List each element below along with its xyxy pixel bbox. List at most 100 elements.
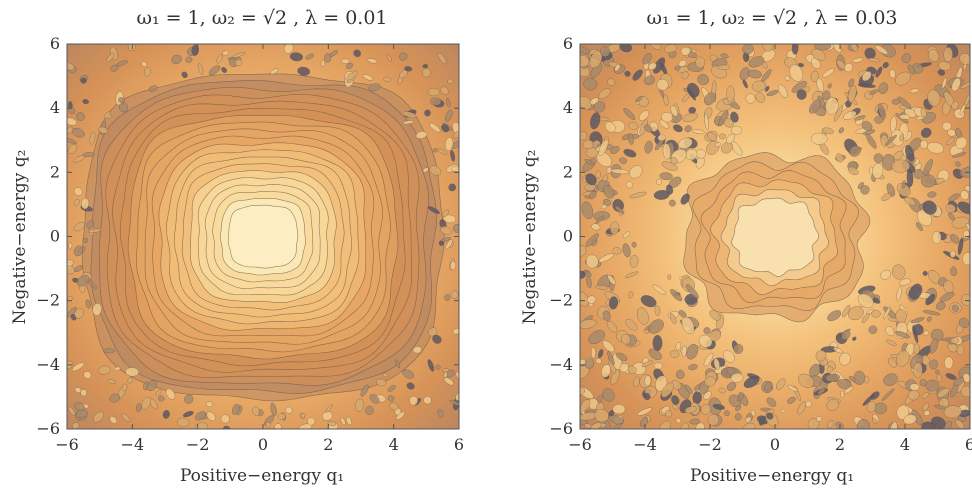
chaotic-contour-blob [649, 44, 662, 50]
chaotic-contour-blob [891, 159, 910, 173]
chaotic-contour-blob [873, 153, 884, 164]
chaotic-contour-blob [669, 350, 680, 358]
x-axis-label-left: Positive−energy q₁ [180, 466, 344, 486]
chaotic-contour-blob [595, 285, 609, 290]
chaotic-contour-blob [644, 375, 652, 386]
chaotic-contour-blob [923, 159, 933, 176]
x-tick-label: −6 [55, 435, 79, 454]
x-tick-label: −4 [121, 435, 145, 454]
chaotic-contour-blob [692, 129, 705, 135]
chaotic-contour-blob [955, 161, 961, 167]
chaotic-contour-blob [951, 100, 959, 110]
chaotic-contour-blob [730, 111, 739, 123]
chaotic-contour-blob [320, 60, 325, 67]
chaotic-contour-blob [427, 206, 440, 214]
chaotic-contour-blob [909, 88, 919, 94]
chaotic-contour-blob [675, 369, 685, 380]
chaotic-contour-blob [76, 112, 85, 121]
chaotic-contour-blob [680, 46, 691, 56]
chaotic-contour-blob [943, 405, 962, 419]
chaotic-contour-blob [633, 376, 640, 387]
chaotic-contour-blob [675, 417, 682, 424]
y-tick-label: 0 [563, 227, 573, 246]
chaotic-contour-blob [231, 403, 240, 415]
chaotic-contour-blob [929, 338, 939, 354]
chaotic-contour-blob [927, 89, 941, 107]
chaotic-contour-blob [704, 113, 709, 131]
chaotic-contour-blob [422, 64, 429, 69]
chaotic-contour-blob [883, 373, 898, 386]
chaotic-contour-blob [619, 157, 628, 164]
y-axis-label-right: Negative−energy q₂ [520, 150, 540, 325]
chaotic-contour-blob [612, 247, 622, 255]
y-axis-label-left: Negative−energy q₂ [10, 150, 30, 325]
chaotic-contour-blob [447, 78, 454, 85]
chaotic-contour-blob [687, 82, 700, 98]
chaotic-contour-blob [923, 330, 930, 336]
chaotic-contour-blob [935, 369, 940, 375]
chaotic-contour-blob [827, 83, 832, 89]
chaotic-contour-blob [882, 61, 889, 69]
chaotic-contour-blob [125, 367, 139, 377]
chaotic-contour-blob [913, 343, 920, 355]
chaotic-contour-blob [141, 61, 148, 67]
x-tick-label: −4 [633, 435, 657, 454]
contour-field-1 [580, 44, 970, 429]
x-tick-label: −2 [698, 435, 722, 454]
chaotic-contour-blob [638, 110, 650, 121]
chaotic-contour-blob [450, 261, 457, 270]
chaotic-contour-blob [107, 379, 117, 384]
chaotic-contour-blob [960, 190, 969, 201]
chaotic-contour-blob [764, 85, 770, 92]
chaotic-contour-blob [590, 422, 602, 429]
chaotic-contour-blob [839, 352, 851, 366]
chaotic-contour-blob [667, 274, 672, 280]
chaotic-contour-blob [82, 237, 89, 244]
chaotic-contour-blob [937, 387, 950, 398]
chaotic-contour-blob [835, 153, 844, 163]
chaotic-contour-blob [148, 85, 158, 92]
chaotic-contour-blob [404, 66, 413, 72]
chaotic-contour-blob [71, 362, 85, 372]
chaotic-contour-blob [762, 44, 774, 52]
chaotic-contour-blob [913, 362, 923, 379]
chaotic-contour-blob [602, 174, 608, 182]
chaotic-contour-blob [907, 64, 916, 75]
chaotic-contour-blob [623, 149, 637, 158]
chaotic-contour-blob [887, 357, 897, 368]
chaotic-contour-blob [947, 128, 956, 137]
chaotic-contour-blob [862, 394, 875, 406]
chaotic-contour-blob [599, 46, 611, 57]
chaotic-contour-blob [642, 52, 652, 65]
chaotic-contour-blob [444, 293, 451, 301]
chaotic-contour-blob [429, 122, 441, 133]
chaotic-contour-blob [444, 137, 454, 151]
chaotic-contour-blob [424, 109, 431, 117]
chaotic-contour-blob [703, 327, 711, 335]
chaotic-contour-blob [274, 423, 282, 429]
chaotic-contour-blob [857, 293, 874, 308]
chaotic-contour-blob [827, 420, 834, 429]
chaotic-contour-blob [796, 89, 807, 100]
chaotic-contour-blob [937, 69, 946, 76]
chaotic-contour-blob [956, 344, 965, 356]
chaotic-contour-blob [890, 116, 897, 133]
chaotic-contour-blob [943, 47, 953, 63]
chaotic-contour-blob [958, 317, 970, 329]
chaotic-contour-blob [745, 416, 752, 423]
chaotic-contour-blob [960, 80, 970, 89]
chaotic-contour-blob [842, 304, 851, 318]
chaotic-contour-blob [184, 394, 194, 404]
chaotic-contour-blob [625, 318, 638, 331]
chaotic-contour-blob [346, 70, 358, 81]
chaotic-contour-blob [443, 377, 454, 386]
chaotic-contour-blob [109, 416, 118, 424]
y-tick-label: 6 [563, 34, 573, 53]
chaotic-contour-blob [80, 77, 87, 84]
chaotic-contour-blob [327, 420, 337, 427]
chaotic-contour-blob [808, 99, 822, 114]
chaotic-contour-blob [305, 53, 315, 60]
chaotic-contour-blob [866, 400, 877, 413]
chaotic-contour-blob [670, 105, 678, 117]
chaotic-contour-blob [455, 392, 459, 401]
